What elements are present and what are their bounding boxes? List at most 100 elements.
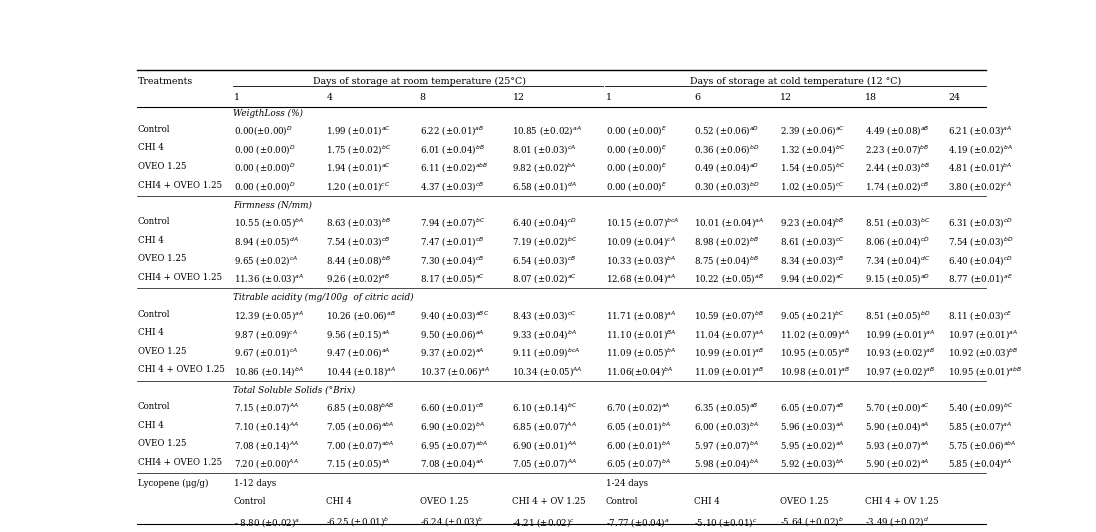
Text: 7.34 (±0.04)$^{d C}$: 7.34 (±0.04)$^{d C}$ [865, 254, 931, 268]
Text: 10.44 (±0.18)$^{aA}$: 10.44 (±0.18)$^{aA}$ [327, 365, 397, 379]
Text: 1-12 days: 1-12 days [233, 479, 276, 487]
Text: 24: 24 [948, 93, 960, 102]
Text: 10.98 (±0.01)$^{a B}$: 10.98 (±0.01)$^{a B}$ [780, 365, 850, 379]
Text: CHI 4: CHI 4 [138, 143, 163, 152]
Text: 6.85 (±0.08)$^{b AB}$: 6.85 (±0.08)$^{b AB}$ [327, 402, 395, 415]
Text: 9.26 (±0.02)$^{a B}$: 9.26 (±0.02)$^{a B}$ [327, 273, 391, 286]
Text: Control: Control [233, 497, 266, 506]
Text: 10.34 (±0.05)$^{AA}$: 10.34 (±0.05)$^{AA}$ [513, 365, 583, 379]
Text: Days of storage at room temperature (25°C): Days of storage at room temperature (25°… [312, 77, 525, 86]
Text: 0.30 (±0.03)$^{b D}$: 0.30 (±0.03)$^{b D}$ [694, 181, 760, 194]
Text: 7.47 (±0.01)$^{c B}$: 7.47 (±0.01)$^{c B}$ [420, 236, 484, 249]
Text: 9.87 (±0.09)$^{c A}$: 9.87 (±0.09)$^{c A}$ [233, 328, 298, 342]
Text: 7.19 (±0.02)$^{b C}$: 7.19 (±0.02)$^{b C}$ [513, 236, 578, 249]
Text: 2.44 (±0.03)$^{b B}$: 2.44 (±0.03)$^{b B}$ [865, 162, 929, 176]
Text: 9.67 (±0.01)$^{c A}$: 9.67 (±0.01)$^{c A}$ [233, 347, 298, 360]
Text: Treatments: Treatments [138, 77, 193, 86]
Text: 2.23 (±0.07)$^{b B}$: 2.23 (±0.07)$^{b B}$ [865, 143, 929, 157]
Text: 8.06 (±0.04)$^{c D}$: 8.06 (±0.04)$^{c D}$ [865, 236, 929, 249]
Text: 8.94 (±0.05)$^{d A}$: 8.94 (±0.05)$^{d A}$ [233, 236, 298, 249]
Text: 11.71 (±0.08)$^{aA}$: 11.71 (±0.08)$^{aA}$ [606, 310, 676, 323]
Text: 9.15 (±0.05)$^{a D}$: 9.15 (±0.05)$^{a D}$ [865, 273, 931, 286]
Text: 10.26 (±0.06)$^{a B}$: 10.26 (±0.06)$^{a B}$ [327, 310, 397, 323]
Text: 6: 6 [694, 93, 700, 102]
Text: 7.15 (±0.05)$^{aA}$: 7.15 (±0.05)$^{aA}$ [327, 458, 391, 471]
Text: 4.49 (±0.08)$^{a B}$: 4.49 (±0.08)$^{a B}$ [865, 124, 929, 138]
Text: 0.49 (±0.04)$^{a D}$: 0.49 (±0.04)$^{a D}$ [694, 162, 760, 176]
Text: 9.37 (±0.02)$^{aA}$: 9.37 (±0.02)$^{aA}$ [420, 347, 484, 360]
Text: 10.99 (±0.01)$^{aA}$: 10.99 (±0.01)$^{aA}$ [865, 328, 935, 342]
Text: 6.11 (±0.02)$^{ab B}$: 6.11 (±0.02)$^{ab B}$ [420, 162, 489, 176]
Text: 6.35 (±0.05)$^{a B}$: 6.35 (±0.05)$^{a B}$ [694, 402, 758, 415]
Text: WeigthLoss (%): WeigthLoss (%) [233, 109, 302, 118]
Text: -4.21 (±0.02)$^{c}$: -4.21 (±0.02)$^{c}$ [513, 516, 575, 529]
Text: 9.33 (±0.04)$^{b A}$: 9.33 (±0.04)$^{b A}$ [513, 328, 578, 342]
Text: 5.92 (±0.03)$^{b A}$: 5.92 (±0.03)$^{b A}$ [780, 458, 845, 471]
Text: CHI 4: CHI 4 [138, 328, 163, 337]
Text: -7.77 (±0.04)$^{a}$: -7.77 (±0.04)$^{a}$ [606, 516, 670, 529]
Text: 0.00(±0.00)$^{D}$: 0.00(±0.00)$^{D}$ [233, 124, 293, 138]
Text: 7.05 (±0.07)$^{AA}$: 7.05 (±0.07)$^{AA}$ [513, 458, 578, 471]
Text: 6.54 (±0.03)$^{c B}$: 6.54 (±0.03)$^{c B}$ [513, 254, 576, 268]
Text: 0.00 (±0.00)$^{D}$: 0.00 (±0.00)$^{D}$ [233, 143, 295, 157]
Text: Control: Control [138, 402, 170, 411]
Text: 10.97 (±0.02)$^{a B}$: 10.97 (±0.02)$^{a B}$ [865, 365, 935, 379]
Text: 6.31 (±0.03)$^{c D}$: 6.31 (±0.03)$^{c D}$ [948, 217, 1013, 230]
Text: 11.06(±0.04)$^{b A}$: 11.06(±0.04)$^{b A}$ [606, 365, 673, 379]
Text: 9.82 (±0.02)$^{b A}$: 9.82 (±0.02)$^{b A}$ [513, 162, 576, 176]
Text: 6.90 (±0.02)$^{b A}$: 6.90 (±0.02)$^{b A}$ [420, 421, 484, 434]
Text: -6.24 (±0.03)$^{b}$: -6.24 (±0.03)$^{b}$ [420, 516, 483, 529]
Text: 8.51 (±0.05)$^{b D}$: 8.51 (±0.05)$^{b D}$ [865, 310, 931, 323]
Text: 6.01 (±0.04)$^{b B}$: 6.01 (±0.04)$^{b B}$ [420, 143, 484, 157]
Text: 6.05 (±0.07)$^{b A}$: 6.05 (±0.07)$^{b A}$ [606, 458, 671, 471]
Text: CHI4 + OVEO 1.25: CHI4 + OVEO 1.25 [138, 181, 222, 189]
Text: 3.80 (±0.02)$^{c A}$: 3.80 (±0.02)$^{c A}$ [948, 181, 1012, 194]
Text: 6.95 (±0.07)$^{ab A}$: 6.95 (±0.07)$^{ab A}$ [420, 439, 488, 453]
Text: 6.58 (±0.01)$^{d A}$: 6.58 (±0.01)$^{d A}$ [513, 181, 578, 194]
Text: CHI 4: CHI 4 [694, 497, 720, 506]
Text: 5.70 (±0.00)$^{a C}$: 5.70 (±0.00)$^{a C}$ [865, 402, 931, 415]
Text: Days of storage at cold temperature (12 °C): Days of storage at cold temperature (12 … [690, 77, 901, 86]
Text: 0.00 (±0.00)$^{E}$: 0.00 (±0.00)$^{E}$ [606, 124, 666, 138]
Text: 10.95 (±0.05)$^{a B}$: 10.95 (±0.05)$^{a B}$ [780, 347, 850, 360]
Text: 1.74 (±0.02)$^{c B}$: 1.74 (±0.02)$^{c B}$ [865, 181, 929, 194]
Text: 18: 18 [865, 93, 877, 102]
Text: 10.37 (±0.06)$^{aA}$: 10.37 (±0.06)$^{aA}$ [420, 365, 490, 379]
Text: 6.21 (±0.03)$^{a A}$: 6.21 (±0.03)$^{a A}$ [948, 124, 1013, 138]
Text: 9.11 (±0.09)$^{bc A}$: 9.11 (±0.09)$^{bc A}$ [513, 347, 581, 360]
Text: CHI 4: CHI 4 [138, 236, 163, 245]
Text: 7.08 (±0.04)$^{aA}$: 7.08 (±0.04)$^{aA}$ [420, 458, 484, 471]
Text: 6.05 (±0.07)$^{a B}$: 6.05 (±0.07)$^{a B}$ [780, 402, 845, 415]
Text: CHI4 + OVEO 1.25: CHI4 + OVEO 1.25 [138, 273, 222, 282]
Text: 7.08 (±0.14)$^{AA}$: 7.08 (±0.14)$^{AA}$ [233, 439, 299, 453]
Text: 6.10 (±0.14)$^{b C}$: 6.10 (±0.14)$^{b C}$ [513, 402, 578, 415]
Text: 0.00 (±0.00)$^{D}$: 0.00 (±0.00)$^{D}$ [233, 181, 295, 194]
Text: 6.90 (±0.01)$^{AA}$: 6.90 (±0.01)$^{AA}$ [513, 439, 578, 453]
Text: 9.94 (±0.02)$^{a C}$: 9.94 (±0.02)$^{a C}$ [780, 273, 845, 286]
Text: 8.77 (±0.01)$^{a E}$: 8.77 (±0.01)$^{a E}$ [948, 273, 1013, 286]
Text: 1.02 (±0.05)$^{c C}$: 1.02 (±0.05)$^{c C}$ [780, 181, 845, 194]
Text: Control: Control [138, 124, 170, 134]
Text: CHI 4 + OV 1.25: CHI 4 + OV 1.25 [865, 497, 938, 506]
Text: 8.17 (±0.05)$^{a C}$: 8.17 (±0.05)$^{a C}$ [420, 273, 484, 286]
Text: 1.99 (±0.01)$^{a C}$: 1.99 (±0.01)$^{a C}$ [327, 124, 391, 138]
Text: 4.19 (±0.02)$^{b A}$: 4.19 (±0.02)$^{b A}$ [948, 143, 1013, 157]
Text: 9.23 (±0.04)$^{b B}$: 9.23 (±0.04)$^{b B}$ [780, 217, 845, 230]
Text: 8.63 (±0.03)$^{b B}$: 8.63 (±0.03)$^{b B}$ [327, 217, 391, 230]
Text: 12: 12 [513, 93, 524, 102]
Text: 7.94 (±0.07)$^{b C}$: 7.94 (±0.07)$^{b C}$ [420, 217, 486, 230]
Text: 9.50 (±0.06)$^{aA}$: 9.50 (±0.06)$^{aA}$ [420, 328, 484, 342]
Text: 5.98 (±0.04)$^{b A}$: 5.98 (±0.04)$^{b A}$ [694, 458, 758, 471]
Text: 11.02 (±0.09)$^{aA}$: 11.02 (±0.09)$^{aA}$ [780, 328, 850, 342]
Text: 6.70 (±0.02)$^{aA}$: 6.70 (±0.02)$^{aA}$ [606, 402, 671, 415]
Text: 8.43 (±0.03)$^{c C}$: 8.43 (±0.03)$^{c C}$ [513, 310, 578, 323]
Text: OVEO 1.25: OVEO 1.25 [420, 497, 468, 506]
Text: 7.15 (±0.07)$^{AA}$: 7.15 (±0.07)$^{AA}$ [233, 402, 299, 415]
Text: 0.00 (±0.00)$^{E}$: 0.00 (±0.00)$^{E}$ [606, 181, 666, 194]
Text: 6.60 (±0.01)$^{c B}$: 6.60 (±0.01)$^{c B}$ [420, 402, 484, 415]
Text: 7.30 (±0.04)$^{c B}$: 7.30 (±0.04)$^{c B}$ [420, 254, 484, 268]
Text: 10.33 (±0.03)$^{b A}$: 10.33 (±0.03)$^{b A}$ [606, 254, 676, 268]
Text: 8.11 (±0.03)$^{c E}$: 8.11 (±0.03)$^{c E}$ [948, 310, 1013, 323]
Text: 6.40 (±0.04)$^{c D}$: 6.40 (±0.04)$^{c D}$ [948, 254, 1013, 268]
Text: 11.36 (±0.03)$^{a A}$: 11.36 (±0.03)$^{a A}$ [233, 273, 304, 286]
